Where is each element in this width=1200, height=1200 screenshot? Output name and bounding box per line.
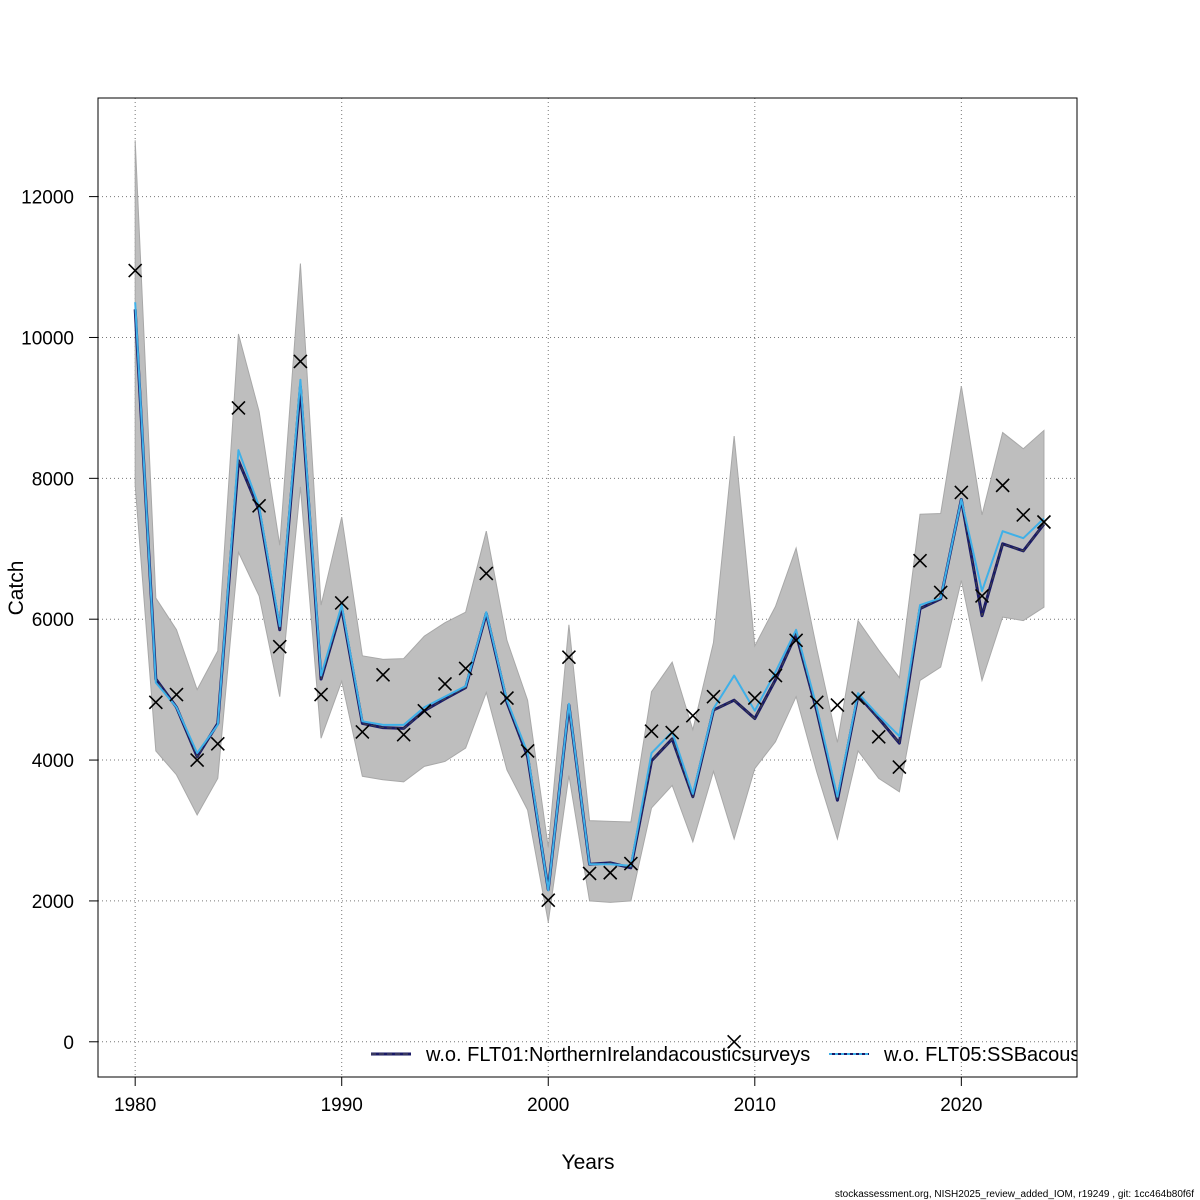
observed-point-2024 — [1036, 514, 1052, 530]
series-lines — [133, 302, 1046, 892]
observed-point-1989 — [313, 687, 329, 702]
observed-point-1988 — [293, 354, 308, 369]
observed-point-2000 — [541, 893, 556, 908]
observed-point-2016 — [871, 729, 886, 744]
y-axis: 0 2000 4000 6000 8000 10000 12000 — [21, 188, 98, 1054]
observed-point-2015 — [851, 691, 866, 706]
legend: w.o. FLT01:NorthernIrelandacousticsurvey… — [371, 1044, 1080, 1066]
observed-point-1985 — [231, 400, 246, 415]
plot-area — [128, 140, 1052, 1049]
plot-frame — [97, 97, 1078, 1078]
observed-point-1993 — [396, 727, 411, 742]
observed-point-2013 — [809, 695, 824, 710]
observed-point-1996 — [458, 661, 473, 676]
observed-point-2011 — [768, 668, 783, 683]
observed-point-2003 — [603, 865, 618, 880]
observed-point-1983 — [190, 752, 205, 768]
observed-point-1980 — [128, 263, 143, 278]
observed-point-1991 — [355, 724, 370, 739]
observed-point-2014 — [830, 698, 845, 713]
y-tick-label-10000: 10000 — [21, 328, 74, 349]
observed-point-2006 — [665, 725, 680, 740]
observed-point-2010 — [747, 691, 762, 706]
observed-point-1995 — [437, 676, 453, 692]
observed-point-2001 — [561, 650, 576, 665]
observed-point-1987 — [272, 639, 287, 654]
y-tick-label-0: 0 — [63, 1033, 74, 1054]
x-axis: 1980 1990 2000 2010 2020 — [114, 1077, 982, 1116]
observed-point-2007 — [685, 708, 700, 723]
observed-point-1994 — [417, 703, 432, 718]
observed-point-1984 — [210, 736, 225, 751]
x-tick-label-2000: 2000 — [527, 1095, 569, 1116]
observed-point-1992 — [375, 667, 391, 682]
observed-points — [128, 263, 1052, 1049]
observed-point-1986 — [252, 498, 267, 513]
confidence-band — [134, 140, 1045, 923]
y-tick-label-8000: 8000 — [32, 469, 74, 490]
observed-point-1982 — [169, 687, 184, 702]
observed-point-2008 — [706, 689, 721, 704]
y-tick-label-4000: 4000 — [32, 751, 74, 772]
observed-point-1997 — [479, 566, 494, 581]
observed-point-2002 — [582, 866, 597, 881]
legend-label-flt01: w.o. FLT01:NorthernIrelandacousticsurvey… — [425, 1044, 810, 1066]
observed-point-2022 — [995, 478, 1010, 493]
observed-point-2012 — [789, 633, 804, 648]
observed-point-2018 — [912, 553, 928, 568]
x-tick-label-1990: 1990 — [321, 1095, 363, 1116]
observed-point-2019 — [933, 585, 948, 600]
observed-point-2005 — [644, 724, 659, 739]
y-tick-label-6000: 6000 — [32, 610, 74, 631]
observed-point-1999 — [520, 743, 535, 758]
series-line-flt05 — [134, 302, 1045, 892]
observed-point-1981 — [148, 695, 163, 710]
x-tick-label-1980: 1980 — [114, 1095, 156, 1116]
observed-point-1990 — [334, 595, 349, 611]
x-axis-title: Years — [562, 1151, 615, 1174]
observed-point-2020 — [954, 485, 969, 500]
x-tick-label-2010: 2010 — [734, 1095, 776, 1116]
y-axis-title: Catch — [5, 561, 28, 616]
y-tick-label-2000: 2000 — [32, 892, 74, 913]
observed-point-2017 — [892, 760, 907, 775]
observed-point-2023 — [1016, 507, 1031, 523]
legend-label-flt05: w.o. FLT05:SSBacous — [883, 1044, 1080, 1066]
footer-credit: stockassessment.org, NISH2025_review_add… — [835, 1189, 1194, 1200]
x-tick-label-2020: 2020 — [940, 1095, 982, 1116]
observed-point-2004 — [623, 856, 638, 871]
y-tick-label-12000: 12000 — [21, 188, 74, 209]
observed-point-2021 — [974, 588, 990, 604]
observed-point-1998 — [499, 691, 515, 706]
observed-point-2009 — [727, 1034, 742, 1049]
